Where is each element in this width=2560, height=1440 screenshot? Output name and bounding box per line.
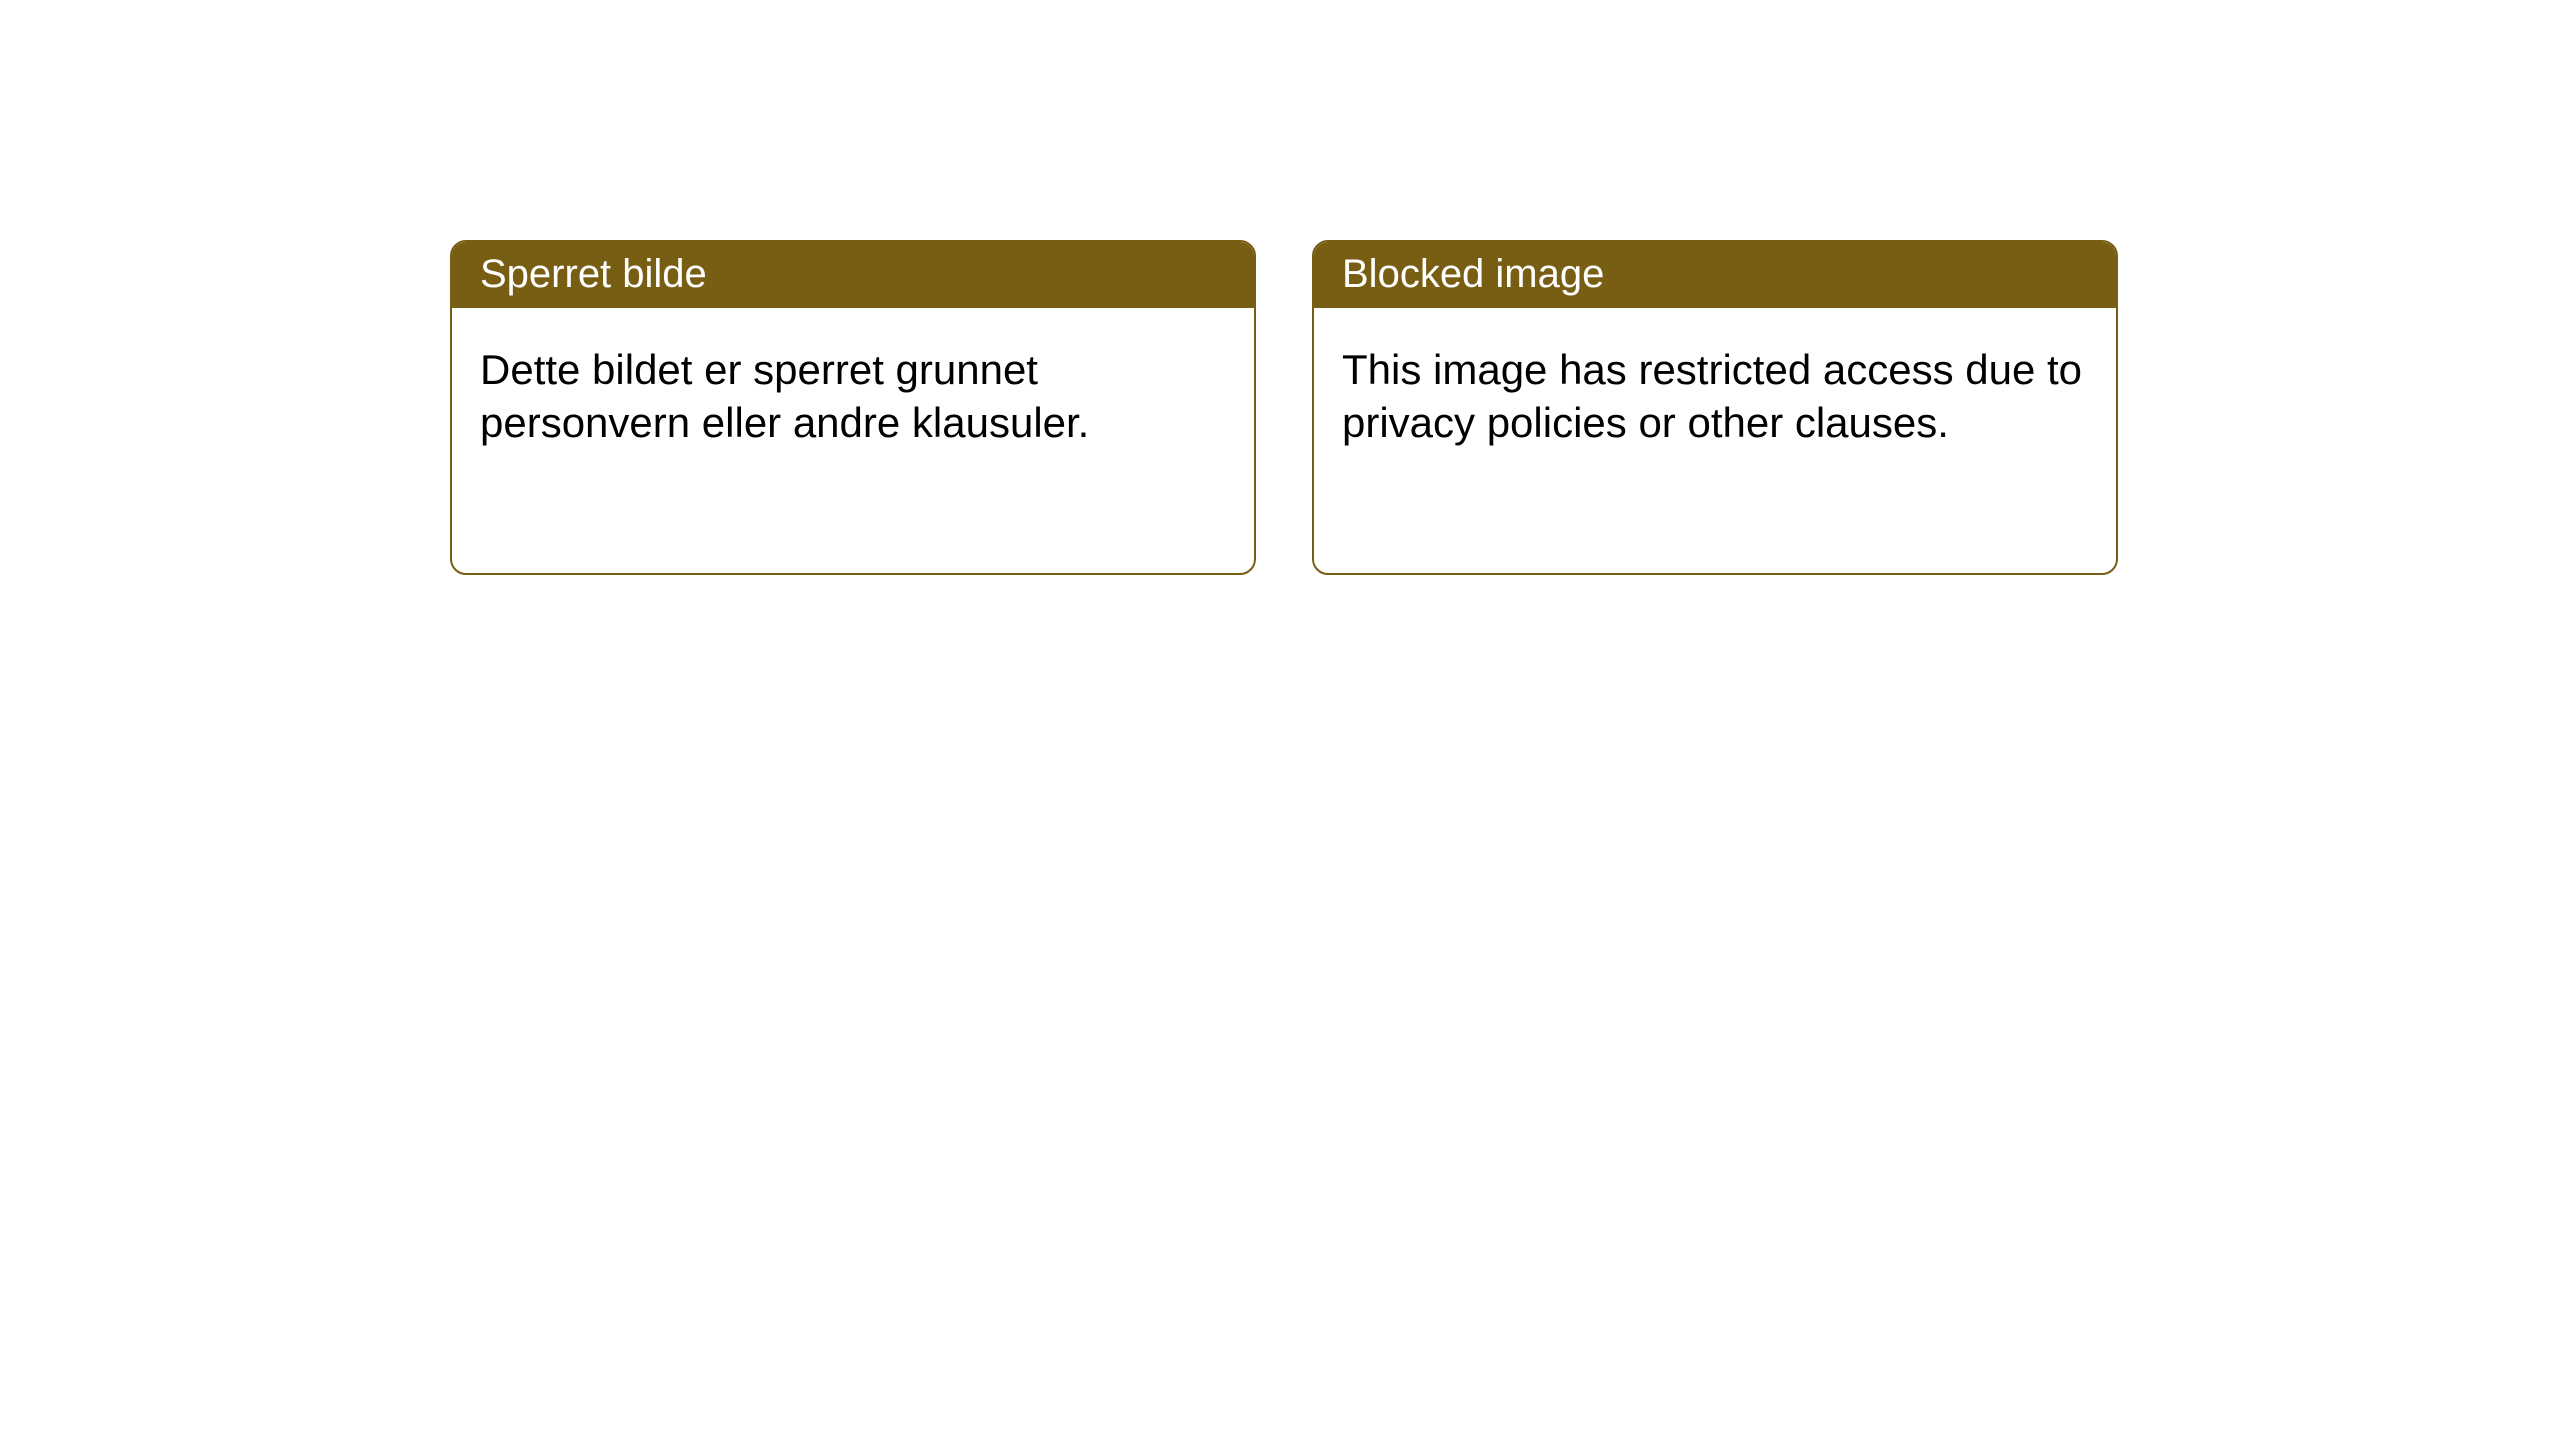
card-title: Sperret bilde [452, 242, 1254, 308]
notice-container: Sperret bilde Dette bildet er sperret gr… [0, 0, 2560, 575]
card-body-text: Dette bildet er sperret grunnet personve… [452, 308, 1254, 485]
notice-card-english: Blocked image This image has restricted … [1312, 240, 2118, 575]
card-title: Blocked image [1314, 242, 2116, 308]
card-body-text: This image has restricted access due to … [1314, 308, 2116, 485]
notice-card-norwegian: Sperret bilde Dette bildet er sperret gr… [450, 240, 1256, 575]
